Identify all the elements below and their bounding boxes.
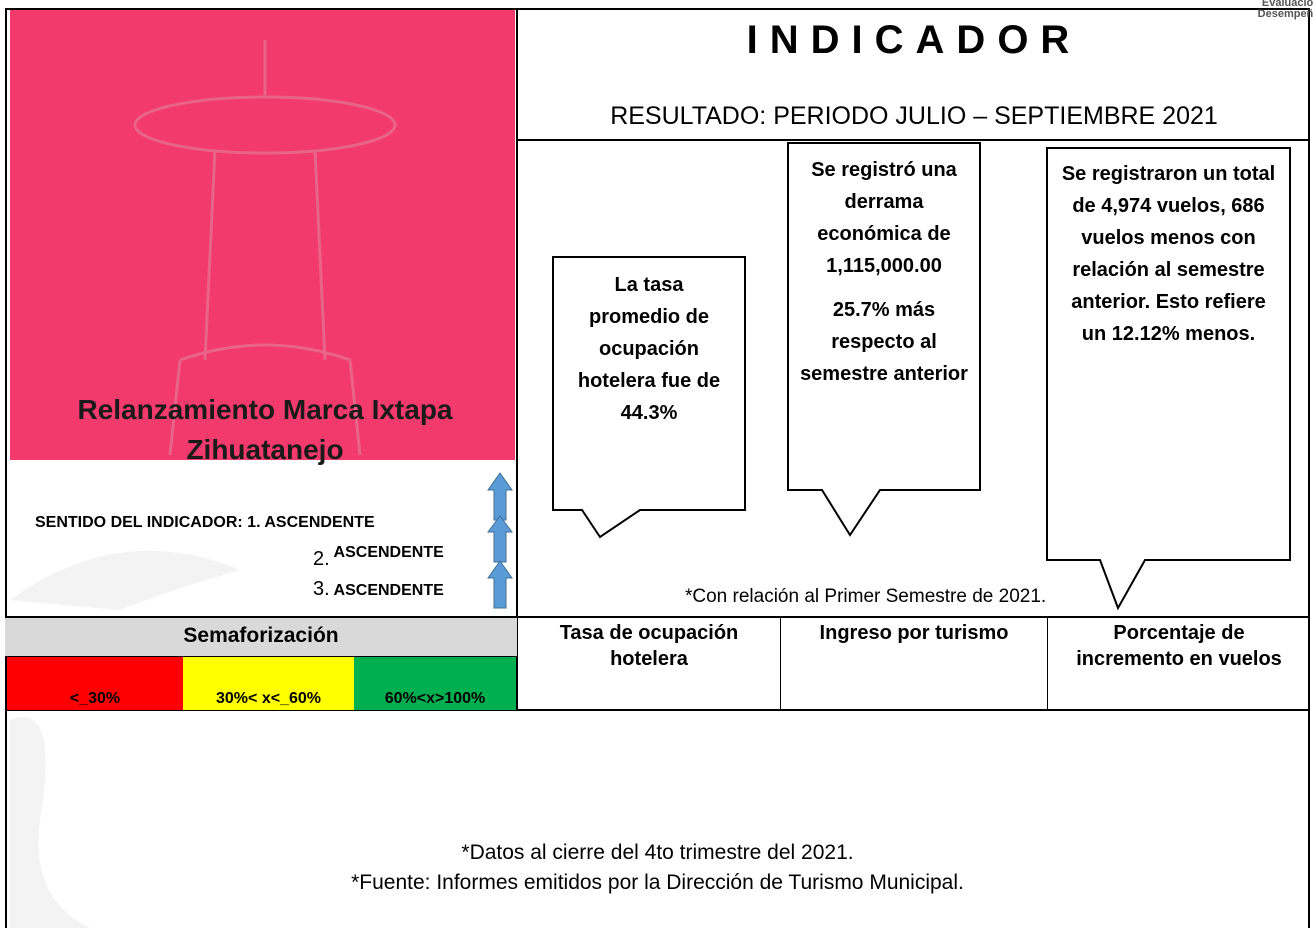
direction-text: ASCENDENTE [264,514,374,531]
direction-label: SENTIDO DEL INDICADOR: 1. ASCENDENTE [35,514,375,532]
level: <_30% [7,657,183,710]
border [5,8,7,928]
border [5,8,1310,10]
border [516,139,1310,141]
border [1047,617,1048,710]
level: 60%<x>100% [354,657,516,710]
callout: Se registró una derrama económica de 1,1… [800,154,968,402]
watermark [10,551,240,610]
indicator: Ingreso por turismo [800,620,1028,646]
border [1308,8,1310,928]
semaforo-title: Semaforización [5,624,517,648]
direction-number: 2. [313,548,330,570]
callout: La tasa promedio de ocupación hotelera f… [568,269,730,441]
callout-paragraph: Se registraron un total de 4,974 vuelos,… [1060,158,1277,350]
callout-paragraph: La tasa promedio de ocupación hotelera f… [568,269,730,429]
title: INDICADOR [518,18,1310,63]
callout-paragraph: 25.7% más respecto al semestre anterior [800,294,968,390]
corner-label: Evaluación Desempeño [1230,0,1313,20]
program-title: Relanzamiento Marca Ixtapa Zihuatanejo [30,390,500,470]
direction-text: ASCENDENTE [334,582,444,599]
arrows [488,473,512,608]
callout: Se registraron un total de 4,974 vuelos,… [1060,158,1277,362]
page: Evaluación Desempeño INDICADOR RESULTADO… [0,0,1313,928]
border [5,616,1310,618]
direction-number: 1. [247,514,260,531]
border [780,617,781,710]
direction-label-text: SENTIDO DEL INDICADOR: [35,514,243,531]
footnote: *Fuente: Informes emitidos por la Direcc… [5,868,1310,898]
callout-paragraph: Se registró una derrama económica de 1,1… [800,154,968,282]
footnotes: *Datos al cierre del 4to trimestre del 2… [5,838,1310,898]
callout-note: *Con relación al Primer Semestre de 2021… [685,586,1046,608]
direction-number: 3. [313,578,330,600]
level: 30%< x<_60% [183,657,354,710]
subtitle: RESULTADO: PERIODO JULIO – SEPTIEMBRE 20… [518,102,1310,131]
direction-text: ASCENDENTE [334,544,444,561]
footnote: *Datos al cierre del 4to trimestre del 2… [5,838,1310,868]
indicator: Tasa de ocupación hotelera [535,620,763,672]
indicator: Porcentaje de incremento en vuelos [1065,620,1293,672]
